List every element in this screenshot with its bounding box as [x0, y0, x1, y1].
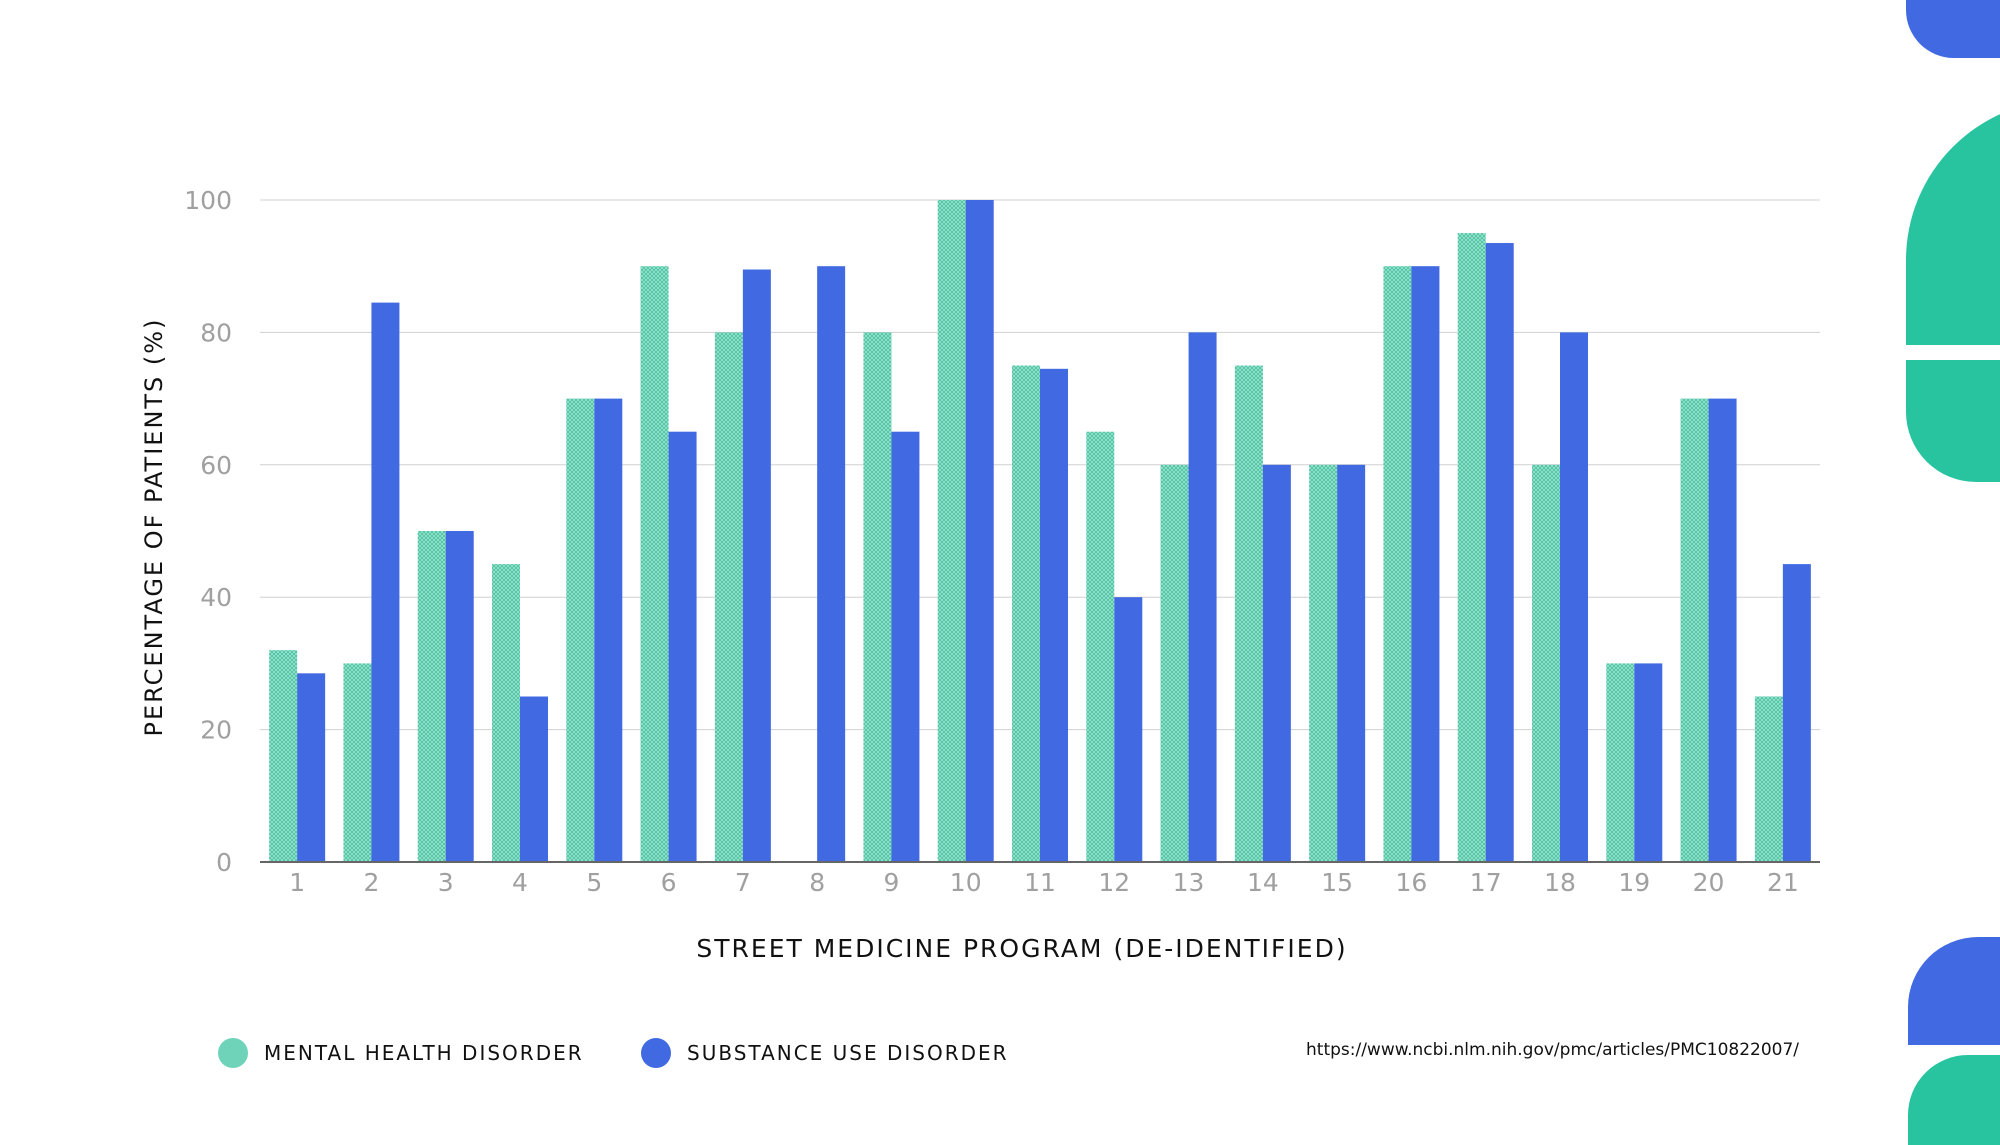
x-tick-label: 19	[1618, 868, 1650, 897]
bar-mental-health	[1160, 464, 1189, 862]
x-tick-label: 13	[1173, 868, 1205, 897]
bar-mental-health	[714, 332, 743, 862]
x-tick-label: 12	[1098, 868, 1130, 897]
y-tick-label: 40	[200, 583, 232, 612]
bar-substance-use	[371, 302, 400, 862]
bar-mental-health	[1383, 266, 1412, 862]
bar-mental-health	[269, 650, 298, 862]
x-tick-label: 15	[1321, 868, 1353, 897]
x-tick-label: 6	[661, 868, 677, 897]
x-tick-label: 18	[1544, 868, 1576, 897]
x-tick-label: 9	[883, 868, 899, 897]
bar-mental-health	[417, 531, 446, 862]
bar-mental-health	[1309, 464, 1338, 862]
bars	[269, 200, 1811, 863]
x-tick-label: 3	[438, 868, 454, 897]
x-tick-label: 21	[1767, 868, 1799, 897]
y-tick-label: 0	[216, 848, 232, 877]
legend-label: MENTAL HEALTH DISORDER	[264, 1041, 584, 1065]
bar-substance-use	[891, 431, 920, 862]
bar-substance-use	[742, 269, 771, 862]
bar-mental-health	[1680, 398, 1709, 862]
bar-mental-health	[1234, 365, 1263, 862]
bar-mental-health	[1606, 663, 1635, 862]
y-axis-label: PERCENTAGE OF PATIENTS (%)	[140, 318, 168, 737]
bar-mental-health	[863, 332, 892, 862]
y-tick-label: 60	[200, 451, 232, 480]
x-tick-label: 17	[1470, 868, 1502, 897]
bar-substance-use	[1337, 464, 1366, 862]
bar-substance-use	[1560, 332, 1588, 862]
bar-substance-use	[1485, 243, 1514, 862]
legend-item-mental-health: MENTAL HEALTH DISORDER	[218, 1038, 584, 1068]
bar-substance-use	[594, 398, 623, 862]
x-tick-label: 11	[1024, 868, 1056, 897]
bar-mental-health	[1532, 464, 1560, 862]
bar-mental-health	[937, 200, 966, 862]
bar-substance-use	[1114, 597, 1143, 862]
bar-substance-use	[817, 266, 846, 862]
x-tick-label: 8	[809, 868, 825, 897]
x-tick-label: 10	[950, 868, 982, 897]
bar-mental-health	[640, 266, 669, 862]
x-tick-label: 14	[1247, 868, 1279, 897]
bar-substance-use	[297, 673, 326, 862]
bar-substance-use	[668, 431, 697, 862]
bar-substance-use	[1634, 663, 1663, 862]
bar-mental-health	[1012, 365, 1040, 862]
x-axis-label: STREET MEDICINE PROGRAM (DE-IDENTIFIED)	[696, 934, 1347, 963]
x-tick-label: 1	[289, 868, 305, 897]
x-tick-label: 5	[586, 868, 602, 897]
bar-mental-health	[492, 564, 520, 862]
legend-swatch	[218, 1038, 248, 1068]
y-tick-label: 80	[200, 318, 232, 347]
legend-label: SUBSTANCE USE DISORDER	[687, 1041, 1009, 1065]
x-tick-label: 2	[363, 868, 379, 897]
legend-item-substance-use: SUBSTANCE USE DISORDER	[641, 1038, 1009, 1068]
bar-substance-use	[1262, 464, 1291, 862]
bar-mental-health	[1457, 233, 1486, 863]
bar-substance-use	[445, 531, 474, 862]
y-tick-label: 100	[184, 186, 232, 215]
x-tick-label: 16	[1396, 868, 1428, 897]
bar-substance-use	[1708, 398, 1737, 862]
source-link[interactable]: https://www.ncbi.nlm.nih.gov/pmc/article…	[1306, 1040, 1800, 1060]
bar-mental-health	[1754, 696, 1783, 862]
bar-mental-health	[566, 398, 595, 862]
x-tick-label: 20	[1693, 868, 1725, 897]
bar-mental-health	[343, 663, 372, 862]
bar-mental-health	[1086, 431, 1115, 862]
bar-substance-use	[965, 200, 994, 862]
bar-substance-use	[1411, 266, 1440, 862]
bar-substance-use	[520, 696, 548, 862]
x-tick-label: 7	[735, 868, 751, 897]
bar-substance-use	[1188, 332, 1217, 862]
y-tick-label: 20	[200, 716, 232, 745]
bar-substance-use	[1782, 564, 1811, 862]
legend-swatch	[641, 1038, 671, 1068]
bar-substance-use	[1040, 368, 1068, 862]
x-tick-label: 4	[512, 868, 528, 897]
